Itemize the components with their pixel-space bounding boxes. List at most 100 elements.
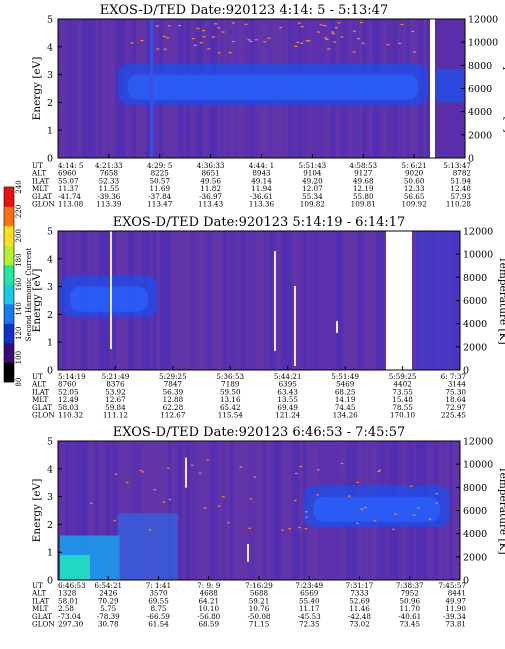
table-cell: 8225 [151, 169, 170, 178]
y-tick-label: 3 [47, 282, 53, 293]
spectrogram-column [262, 231, 267, 370]
table-cell: -50.08 [247, 612, 270, 621]
spectrogram-column [74, 19, 79, 158]
table-cell: 51.94 [450, 176, 471, 185]
band-core [313, 496, 440, 522]
dotted-feature [352, 30, 356, 32]
panel-title: EXOS-D/TED Date:920123 6:46:53 - 7:45:57 [113, 425, 406, 440]
table-row-label: MLT [32, 395, 49, 404]
spectrogram-column [182, 441, 187, 580]
table-cell: 7:45:57 [438, 581, 466, 590]
data-gap [430, 19, 435, 158]
spectrogram-column [101, 441, 106, 580]
table-cell: 78.55 [392, 403, 413, 412]
spectrogram-column [332, 231, 337, 370]
spectrogram-column [149, 441, 154, 580]
table-cell: 5:44:21 [274, 372, 302, 381]
dotted-feature [191, 38, 195, 40]
y2-tick-label: 10000 [463, 250, 493, 261]
table-cell: 110.32 [58, 411, 83, 420]
dotted-feature [130, 42, 134, 44]
table-cell: -40.61 [398, 612, 421, 621]
table-cell: 7:23:49 [295, 581, 323, 590]
table-cell: 8782 [453, 169, 471, 178]
spectrogram-column [204, 441, 209, 580]
table-cell: 11.37 [58, 184, 79, 193]
spectrogram-column [335, 231, 340, 370]
dotted-feature [126, 481, 129, 484]
spectrogram-column [138, 441, 143, 580]
band-region [435, 69, 465, 103]
spectrogram-column [182, 231, 187, 370]
table-cell: 59.21 [249, 596, 270, 605]
panel-title: EXOS-D/TED Date:920123 4:14: 5 - 5:13:47 [100, 3, 388, 18]
table-cell: 55.40 [299, 596, 320, 605]
y2-tick-label: 2000 [463, 342, 487, 353]
table-cell: 73.81 [445, 620, 466, 629]
table-cell: 7: 1:41 [146, 581, 171, 590]
table-row-label: ALT [31, 589, 46, 598]
table-cell: -78.39 [97, 612, 120, 621]
spectrogram-column [127, 441, 132, 580]
table-cell: 58.01 [58, 596, 79, 605]
spectrogram-column [98, 19, 103, 158]
table-row-label: ILAT [32, 596, 49, 605]
table-cell: 61.54 [148, 620, 169, 629]
spectrogram-column [291, 231, 296, 370]
table-cell: 7:16:29 [245, 581, 273, 590]
spectrogram-column [85, 19, 89, 158]
dotted-feature [141, 471, 145, 473]
table-cell: 115.54 [218, 411, 244, 420]
dotted-feature [319, 24, 323, 26]
y-tick-label: 0 [47, 366, 53, 377]
dotted-feature [334, 27, 338, 29]
y2-tick-label: 8000 [463, 273, 487, 284]
table-cell: 113.43 [198, 200, 224, 209]
table-cell: 121.24 [275, 411, 301, 420]
spectrogram-column [91, 19, 96, 158]
y-tick-label: 5 [47, 15, 53, 26]
table-cell: 52.05 [58, 387, 79, 396]
table-cell: 13.16 [220, 395, 241, 404]
spectrogram-column [58, 441, 62, 580]
spectrogram-column [174, 231, 179, 370]
spectrogram-column [372, 231, 377, 370]
table-cell: -41.74 [58, 192, 81, 201]
table-cell: 297.30 [58, 620, 84, 629]
table-cell: 225.45 [441, 411, 467, 420]
spectrogram-column [83, 441, 88, 580]
spectrogram-column [280, 441, 285, 580]
dotted-feature [363, 507, 367, 509]
dotted-feature [348, 495, 351, 497]
table-cell: -45.53 [298, 612, 321, 621]
dotted-feature [304, 528, 308, 530]
y-tick-label: 1 [47, 338, 53, 349]
spectrogram-column [156, 231, 161, 370]
table-cell: 2.58 [58, 604, 74, 613]
spectrogram-column [79, 441, 84, 580]
y-tick-label: 2 [47, 98, 53, 109]
table-row-label: UT [32, 581, 43, 590]
dotted-feature [196, 27, 200, 29]
y-tick-label: 4 [47, 254, 53, 265]
dotted-feature [263, 41, 267, 43]
spectrogram-column [350, 231, 355, 370]
spectrogram-column [211, 441, 216, 580]
colorbar-tick-label: 100 [15, 351, 23, 364]
spectrogram-column [178, 231, 183, 370]
spectrogram-column [218, 231, 223, 370]
table-row-label: ALT [31, 380, 46, 389]
spectrogram-column [174, 441, 179, 580]
spectrogram-column [171, 441, 176, 580]
spike-line [110, 231, 112, 350]
spectrogram-column [98, 441, 103, 580]
spectrogram-column [200, 441, 205, 580]
dotted-feature [316, 494, 319, 496]
dotted-feature [299, 466, 302, 468]
dotted-feature [296, 41, 300, 43]
table-cell: 49.68 [353, 176, 374, 185]
spectrogram-column [324, 231, 329, 370]
dotted-feature [206, 459, 209, 461]
y2-tick-label: 12000 [463, 437, 493, 448]
dotted-feature [279, 27, 283, 29]
